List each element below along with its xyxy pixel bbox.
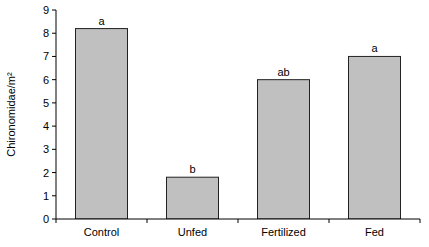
bar bbox=[349, 56, 401, 219]
x-tick-label: Fed bbox=[365, 226, 384, 238]
y-tick bbox=[52, 10, 56, 11]
annotation: a bbox=[98, 15, 105, 27]
annotation: ab bbox=[277, 66, 289, 78]
chart-svg: ababa0123456789ControlUnfedFertilizedFed… bbox=[0, 0, 429, 247]
y-tick-label: 5 bbox=[43, 97, 49, 109]
y-tick bbox=[52, 126, 56, 127]
x-tick-label: Unfed bbox=[178, 226, 207, 238]
y-tick-label: 7 bbox=[43, 50, 49, 62]
y-tick bbox=[52, 33, 56, 34]
x-tick bbox=[329, 219, 330, 223]
y-tick bbox=[52, 172, 56, 173]
y-tick bbox=[52, 219, 56, 220]
y-tick bbox=[52, 56, 56, 57]
y-tick-label: 9 bbox=[43, 4, 49, 16]
x-tick-label: Control bbox=[84, 226, 119, 238]
y-tick-label: 1 bbox=[43, 190, 49, 202]
y-tick bbox=[52, 149, 56, 150]
x-tick bbox=[56, 219, 57, 223]
bar bbox=[76, 29, 128, 219]
y-tick bbox=[52, 195, 56, 196]
chart-container: ababa0123456789ControlUnfedFertilizedFed… bbox=[0, 0, 429, 247]
y-axis-label: Chironomidae/m² bbox=[5, 72, 17, 157]
x-tick-label: Fertilized bbox=[261, 226, 306, 238]
y-tick bbox=[52, 102, 56, 103]
x-tick bbox=[147, 219, 148, 223]
y-tick-label: 4 bbox=[43, 120, 49, 132]
y-tick-label: 8 bbox=[43, 27, 49, 39]
annotation: b bbox=[189, 163, 195, 175]
y-tick-label: 6 bbox=[43, 74, 49, 86]
x-tick bbox=[238, 219, 239, 223]
annotation: a bbox=[371, 42, 378, 54]
y-tick-label: 0 bbox=[43, 213, 49, 225]
y-axis bbox=[56, 10, 57, 219]
bars bbox=[76, 29, 401, 219]
y-tick bbox=[52, 79, 56, 80]
x-tick bbox=[420, 219, 421, 223]
y-tick-label: 2 bbox=[43, 167, 49, 179]
bar bbox=[167, 177, 219, 219]
y-tick-label: 3 bbox=[43, 143, 49, 155]
bar bbox=[258, 80, 310, 219]
